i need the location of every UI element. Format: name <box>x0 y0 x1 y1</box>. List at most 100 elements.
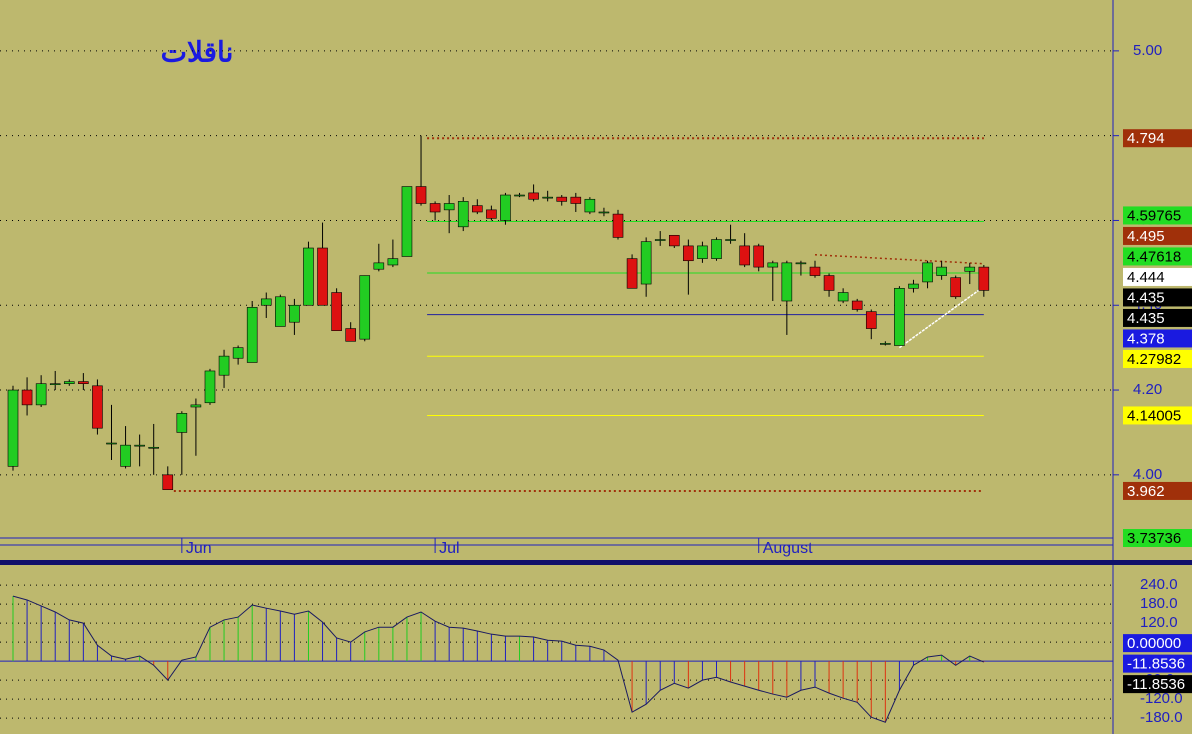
price-badge <box>1123 349 1192 368</box>
price-badge-label: 4.495 <box>1127 228 1165 245</box>
candle-body <box>697 245 708 259</box>
price-badge-label: 4.794 <box>1127 130 1165 147</box>
candle-body <box>908 283 919 289</box>
candle-body <box>7 389 19 467</box>
candle-body <box>260 298 272 306</box>
candle-body <box>120 444 131 467</box>
price-badge-label: 0.00000 <box>1127 635 1181 652</box>
oscillator-line <box>12 595 985 723</box>
candle-body <box>289 304 300 323</box>
y-tick-label: 4.20 <box>1133 381 1162 398</box>
y-tick-label: 5.00 <box>1133 42 1162 59</box>
panel-separator <box>0 560 1192 565</box>
candle-body <box>950 277 961 298</box>
price-badge-label: 4.47618 <box>1127 248 1181 265</box>
candle-body <box>880 343 891 345</box>
x-tick-label: Jun <box>186 540 212 557</box>
y-tick-label: -180.0 <box>1140 709 1183 726</box>
trend-line <box>898 285 985 349</box>
candle-body <box>373 262 385 270</box>
candle-body <box>978 266 990 291</box>
candle-body <box>711 239 722 259</box>
candle-body <box>894 287 905 346</box>
candle-body <box>570 196 582 204</box>
x-tick-label: August <box>763 540 813 557</box>
x-tick-label: Jul <box>439 540 459 557</box>
y-tick-label: 240.0 <box>1140 576 1178 593</box>
y-tick-label: 120.0 <box>1140 614 1178 631</box>
price-badge <box>1123 247 1192 266</box>
candle-body <box>936 266 947 276</box>
candle-body <box>809 266 821 276</box>
price-badge <box>1123 634 1192 653</box>
candle-body <box>486 209 497 219</box>
candle-body <box>542 196 553 199</box>
candle-body <box>795 262 807 265</box>
price-badge-label: 4.59765 <box>1127 207 1181 224</box>
price-badge <box>1123 206 1192 225</box>
candle-body <box>78 381 89 384</box>
candle-body <box>190 404 202 408</box>
candle-body <box>500 194 511 221</box>
price-badge <box>1123 406 1192 425</box>
candle-body <box>148 446 159 449</box>
candle-body <box>415 186 427 204</box>
candle-body <box>429 203 441 213</box>
price-badge-label: 3.962 <box>1127 483 1165 500</box>
candle-body <box>472 205 483 213</box>
price-badge <box>1123 529 1192 547</box>
candle-body <box>204 370 216 404</box>
candle-body <box>823 275 835 291</box>
y-tick-label: 4.00 <box>1133 466 1162 483</box>
candle-body <box>556 196 568 202</box>
price-badge-label: 3.73736 <box>1127 530 1181 547</box>
candle-body <box>753 245 765 268</box>
candle-body <box>626 258 638 289</box>
price-badge-label: 4.378 <box>1127 330 1165 347</box>
price-badge <box>1123 675 1192 694</box>
price-badge <box>1123 267 1192 286</box>
candle-body <box>162 474 174 490</box>
price-badge-label: 4.14005 <box>1127 407 1181 424</box>
candle-body <box>21 389 33 406</box>
candle-body <box>345 328 356 342</box>
candle-body <box>232 347 244 359</box>
candle-body <box>331 292 342 331</box>
price-badge-label: 4.435 <box>1127 310 1165 327</box>
price-badge-label: 4.444 <box>1127 269 1165 286</box>
price-badge <box>1123 329 1192 348</box>
candle-body <box>359 275 371 340</box>
price-badge-label: 4.27982 <box>1127 351 1181 368</box>
candle-body <box>612 213 624 238</box>
price-badge-label: -11.8536 <box>1127 676 1185 693</box>
candle-body <box>865 311 877 329</box>
price-badge <box>1123 308 1192 327</box>
candle-body <box>443 203 455 211</box>
y-tick-label: 180.0 <box>1140 595 1178 612</box>
candle-body <box>457 201 469 228</box>
candle-body <box>387 258 399 266</box>
candle-body <box>654 239 666 241</box>
price-badge <box>1123 226 1192 245</box>
y-tick-label: -120.0 <box>1140 690 1183 707</box>
candle-body <box>63 381 75 384</box>
candle-body <box>303 247 314 306</box>
price-badge <box>1123 129 1192 148</box>
candle-body <box>92 385 103 429</box>
candle-body <box>528 192 539 200</box>
candle-body <box>683 245 694 262</box>
candle-body <box>514 194 525 197</box>
candle-body <box>106 442 117 445</box>
candle-body <box>851 300 863 310</box>
trend-line <box>814 254 984 265</box>
candle-body <box>964 266 976 272</box>
candle-body <box>725 239 736 241</box>
price-badge <box>1123 654 1192 673</box>
candle-body <box>246 307 258 363</box>
candle-body <box>739 245 750 266</box>
candle-body <box>640 241 652 285</box>
price-badge <box>1123 288 1192 307</box>
candle-body <box>598 211 610 214</box>
